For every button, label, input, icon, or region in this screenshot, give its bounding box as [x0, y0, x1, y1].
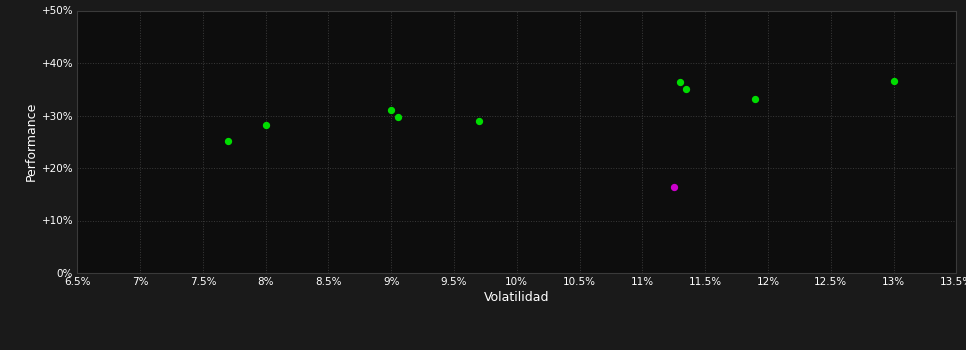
- Point: [471, 119, 487, 124]
- Point: [258, 122, 273, 128]
- Y-axis label: Performance: Performance: [24, 102, 38, 181]
- Point: [679, 86, 695, 92]
- Point: [384, 107, 399, 113]
- Point: [748, 96, 763, 101]
- Point: [672, 80, 688, 85]
- Point: [886, 79, 901, 84]
- Point: [390, 114, 406, 119]
- X-axis label: Volatilidad: Volatilidad: [484, 291, 550, 304]
- Point: [667, 185, 682, 190]
- Point: [220, 139, 236, 144]
